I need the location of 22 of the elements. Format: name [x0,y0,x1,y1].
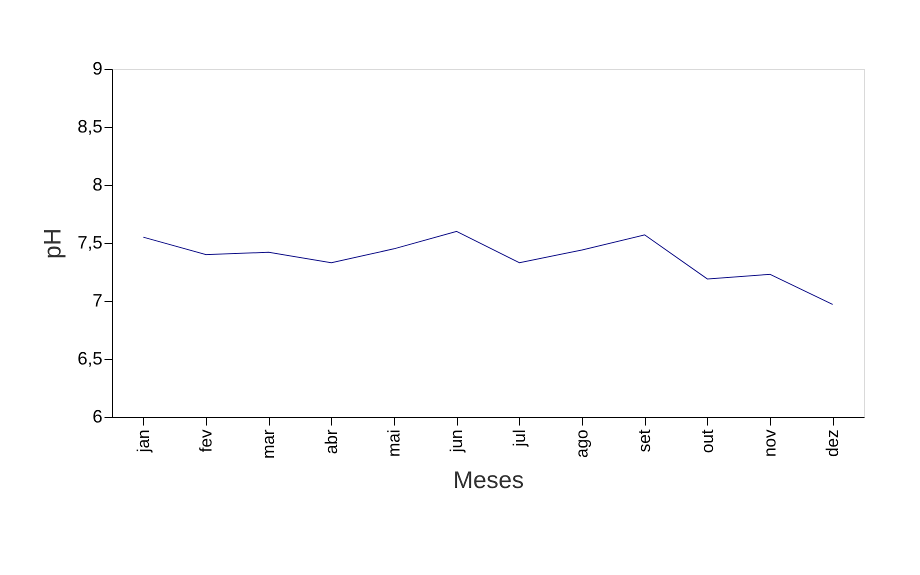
x-axis-title: Meses [453,466,524,494]
x-tick-label: fev [196,429,216,452]
line-series [142,230,834,305]
y-tick-label: 9 [92,58,102,78]
x-tick-label: mai [384,430,404,457]
x-tick-label: jun [447,430,466,454]
y-tick-label: 7,5 [77,232,102,252]
x-tick-label: out [698,429,717,454]
y-tick-label: 6 [92,406,102,426]
y-tick-label: 6,5 [77,348,102,368]
x-tick-label: ago [572,430,592,458]
y-tick-label: 8 [92,174,102,194]
x-tick-label: dez [823,430,842,457]
y-tick-label: 8,5 [77,116,102,136]
x-tick-label: mar [259,429,278,459]
x-tick-label: abr [322,429,341,454]
x-tick-label: nov [760,429,780,457]
y-tick-label: 7 [92,290,102,310]
x-tick-label: jan [134,430,153,454]
y-axis-title: pH [39,228,66,259]
x-tick-label: jul [510,430,529,448]
x-tick-label: set [635,429,654,452]
